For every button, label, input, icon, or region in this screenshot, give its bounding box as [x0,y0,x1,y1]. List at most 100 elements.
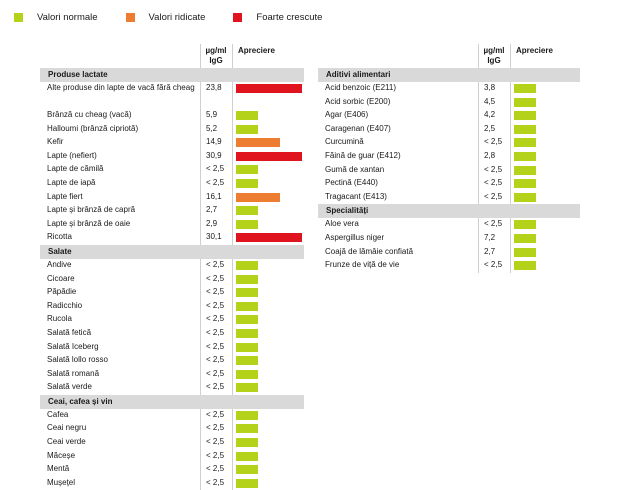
igg-value: < 2,5 [206,437,225,447]
rating-bar [514,192,536,202]
unit-label: µg/ml [483,46,505,55]
legend-swatch [125,12,135,22]
igg-value: 4,5 [484,96,496,106]
section-title: Aditivi alimentari [326,70,391,79]
food-name: Pectină (E440) [325,178,378,188]
food-name: Salată Iceberg [47,341,99,351]
result-row: Halloumi (brânză cipriotă) 5,2 [40,122,304,137]
section-header: Aditivi alimentari [318,68,580,82]
result-row: Salată verde < 2,5 [40,381,304,395]
igg-value: < 2,5 [206,423,225,433]
legend-label: Foarte crescute [256,11,323,23]
igg-value: 2,7 [206,205,218,215]
food-name: Tragacant (E413) [325,191,387,201]
result-row: Andive < 2,5 [40,258,304,273]
rating-bar [236,138,280,148]
rating-bar [236,328,258,338]
rating-bar [236,451,258,461]
result-row: Acid benzoic (E211) 3,8 [318,82,580,96]
result-row: Lapte fiert 16,1 [40,190,304,205]
result-row: Lapte și brânză de oaie 2,9 [40,217,304,232]
igg-value: 7,2 [484,232,496,242]
section-title: Ceai, cafea și vin [48,396,113,406]
result-row: Salată fetică < 2,5 [40,326,304,341]
rating-bar [236,478,258,488]
igg-value: 2,8 [484,150,496,160]
section-header: Ceai, cafea și vin [40,394,304,409]
result-row: Cafea < 2,5 [40,408,304,423]
food-name: Rucola [47,314,72,324]
result-row: Pectină (E440) < 2,5 [318,177,580,191]
igg-value: 23,8 [206,83,222,92]
legend-swatch [14,12,23,22]
igg-value: < 2,5 [206,314,225,324]
unit-label-igg: IgG [487,56,501,65]
igg-value: 5,9 [206,110,218,119]
result-row: Lapte și brânză de capră 2,7 [40,204,304,218]
food-name: Frunze de viță de vie [325,260,400,270]
food-name: Lapte și brânză de oaie [47,218,131,228]
result-row: Agar (E406) 4,2 [318,109,580,123]
food-name: Lapte și brânză de capră [47,205,136,215]
rating-bar [236,84,302,93]
legend-item: Foarte crescute [233,12,322,23]
result-row: Ceai verde < 2,5 [40,436,304,450]
rating-bar [514,233,536,243]
legend-label: Valori ridicate [148,11,206,23]
food-name: Cicoare [47,273,75,283]
result-row: Salată Iceberg < 2,5 [40,340,304,355]
food-name: Măceșe [47,450,76,460]
result-row: Mentă < 2,5 [40,463,304,477]
food-name: Aspergillus niger [325,232,385,242]
rating-bar [514,247,536,257]
column-header: µg/ml IgG Apreciere [40,44,304,68]
igg-value: < 2,5 [206,327,225,337]
result-row: Kefir 14,9 [40,136,304,150]
rating-bar [514,165,536,175]
rating-bar [236,274,258,284]
igg-value: < 2,5 [206,287,225,297]
result-row: Ricotta 30,1 [40,231,304,245]
result-row: Mușețel < 2,5 [40,476,304,490]
food-name: Ceai verde [47,437,86,447]
food-name: Făină de guar (E412) [325,150,401,160]
food-name: Brânză cu cheag (vacă) [47,110,132,119]
result-row: Gumă de xantan < 2,5 [318,163,580,178]
section-title: Salate [48,246,72,256]
food-name: Acid sorbic (E200) [325,96,391,106]
igg-value: 14,9 [206,137,222,147]
result-row: Lapte (nefiert) 30,9 [40,149,304,164]
igg-value: < 2,5 [206,368,225,378]
rating-bar [514,138,536,148]
rating-header: Apreciere [516,46,553,55]
rating-bar [236,301,258,311]
rating-bar [236,410,258,420]
right-results-table: µg/ml IgG Apreciere Aditivi alimentari Ac… [318,44,580,273]
result-row: Curcumină < 2,5 [318,136,580,150]
result-row: Caragenan (E407) 2,5 [318,122,580,137]
legend-item: Valori ridicate [125,11,206,23]
food-name: Andive [47,259,72,269]
food-name: Alte produse din lapte de vacă fără chea… [47,83,195,92]
rating-bar [236,465,258,475]
food-name: Mușețel [47,477,76,487]
igg-value: < 2,5 [206,464,225,474]
rating-header: Apreciere [238,46,275,55]
igg-value: 5,2 [206,123,218,133]
result-row: Brânză cu cheag (vacă) 5,9 [40,109,304,123]
food-name: Ricotta [47,232,72,242]
rating-bar [514,84,536,93]
food-name: Acid benzoic (E211) [325,83,396,92]
rating-bar [236,438,258,448]
igg-value: < 2,5 [206,382,225,392]
food-name: Caragenan (E407) [325,123,391,133]
igg-value: < 2,5 [484,164,503,174]
food-name: Coajă de lămâie confiată [325,246,414,256]
rating-bar [236,111,258,120]
rating-bar [236,260,258,270]
igg-value: 30,9 [206,150,222,160]
rating-bar [236,192,280,202]
food-name: Agar (E406) [325,110,369,120]
igg-value: < 2,5 [206,341,225,351]
rating-bar [514,220,536,230]
